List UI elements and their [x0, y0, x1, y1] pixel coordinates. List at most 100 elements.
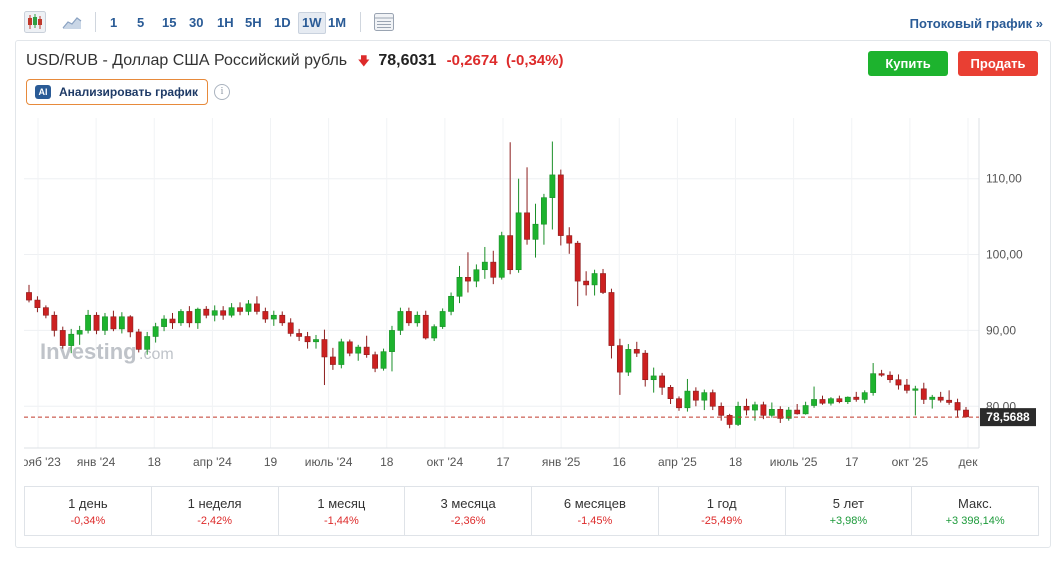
- x-tick-label: 17: [496, 455, 510, 469]
- candle: [785, 407, 792, 421]
- candle-body: [642, 352, 649, 381]
- candle-body: [439, 311, 446, 327]
- candle-body: [102, 316, 108, 331]
- candle: [211, 305, 218, 322]
- candle: [895, 374, 902, 390]
- candle: [541, 193, 547, 245]
- current-price-marker: 78,5688: [24, 408, 1036, 427]
- x-tick-label: окт '24: [427, 455, 464, 469]
- candle: [355, 344, 362, 361]
- performance-period: 5 лет: [832, 496, 864, 511]
- timeframe-30[interactable]: 30: [189, 15, 204, 30]
- candle: [481, 246, 488, 279]
- candle-body: [878, 373, 885, 376]
- candle-body: [920, 388, 927, 400]
- candle-body: [777, 409, 784, 419]
- candle: [144, 331, 151, 355]
- analyze-chart-button[interactable]: AI Анализировать график: [26, 79, 208, 105]
- candle-body: [895, 379, 902, 386]
- timeframe-1w[interactable]: 1W: [298, 12, 326, 34]
- candle-body: [912, 388, 919, 391]
- candle: [287, 318, 294, 337]
- candle: [110, 310, 117, 332]
- candle-body: [34, 299, 41, 308]
- candle: [127, 315, 134, 338]
- performance-period: 1 год: [706, 496, 737, 511]
- watermark-brand: Investing: [40, 339, 137, 364]
- timeframe-1d[interactable]: 1D: [274, 15, 291, 30]
- candle: [920, 382, 927, 404]
- candle-body: [709, 392, 716, 407]
- timeframe-1h[interactable]: 1H: [217, 15, 234, 30]
- candle-body: [608, 292, 615, 346]
- candle: [439, 308, 446, 329]
- candle: [456, 265, 463, 304]
- candle: [448, 292, 454, 316]
- performance-value: +3,98%: [829, 515, 868, 527]
- streaming-chart-link[interactable]: Потоковый график »: [909, 16, 1043, 31]
- table-view-icon[interactable]: [373, 11, 395, 33]
- candle-body: [844, 396, 851, 403]
- candle: [346, 339, 353, 357]
- candle: [701, 389, 708, 411]
- candle: [102, 312, 108, 335]
- candle-body: [169, 318, 176, 324]
- buy-button[interactable]: Купить: [868, 51, 948, 76]
- performance-value: +3 398,14%: [945, 515, 1005, 527]
- performance-bar: 1 день -0,34% 1 неделя -2,42% 1 месяц -1,44% 3…: [24, 486, 1039, 536]
- timeframe-1[interactable]: 1: [110, 15, 118, 30]
- candle-body: [557, 174, 564, 236]
- candle-body: [549, 174, 556, 198]
- timeframe-1m[interactable]: 1M: [328, 15, 347, 30]
- candle: [836, 395, 843, 404]
- area-chart-icon[interactable]: [61, 11, 83, 33]
- sell-button[interactable]: Продать: [958, 51, 1038, 76]
- candle-body: [591, 273, 598, 286]
- candle: [498, 231, 505, 280]
- candle-body: [68, 333, 75, 346]
- candle-body: [380, 351, 387, 369]
- info-icon[interactable]: i: [214, 84, 230, 100]
- candle: [549, 141, 556, 230]
- candle-body: [701, 392, 708, 401]
- x-tick-label: 16: [613, 455, 627, 469]
- candle-body: [296, 333, 303, 337]
- candle: [186, 306, 193, 328]
- candle: [270, 310, 277, 326]
- performance-cell: 1 месяц -1,44%: [277, 487, 405, 535]
- candle-body: [270, 314, 277, 320]
- x-tick-label: 18: [729, 455, 743, 469]
- timeframe-5h[interactable]: 5H: [245, 15, 262, 30]
- candle-body: [203, 308, 210, 316]
- candle-body: [532, 223, 539, 240]
- candle: [203, 306, 210, 319]
- candle-body: [625, 349, 632, 373]
- candle-body: [254, 303, 260, 312]
- performance-cell: 1 день -0,34%: [25, 487, 151, 535]
- candlestick-icon[interactable]: [24, 11, 46, 33]
- candle-body: [887, 374, 893, 381]
- candle: [76, 325, 83, 345]
- chart-toolbar: 1 5 15 30 1H 5H 1D 1W 1M Потоковый графи…: [0, 0, 1063, 42]
- candle-body: [465, 277, 471, 282]
- candle: [608, 288, 615, 359]
- candle: [878, 369, 885, 377]
- timeframe-5[interactable]: 5: [137, 15, 145, 30]
- candle-body: [110, 316, 117, 330]
- candle-body: [507, 235, 514, 271]
- candle: [59, 326, 66, 349]
- candle-body: [321, 339, 328, 358]
- candle: [321, 329, 328, 386]
- candle: [414, 311, 421, 327]
- candle-body: [279, 314, 286, 324]
- timeframe-15[interactable]: 15: [162, 15, 177, 30]
- last-price: 78,6031: [378, 52, 437, 69]
- candle-body: [726, 415, 733, 425]
- candle: [194, 307, 201, 329]
- candle-body: [929, 396, 936, 400]
- candle-body: [963, 409, 969, 418]
- candle-body: [583, 280, 590, 286]
- candle-body: [42, 307, 49, 316]
